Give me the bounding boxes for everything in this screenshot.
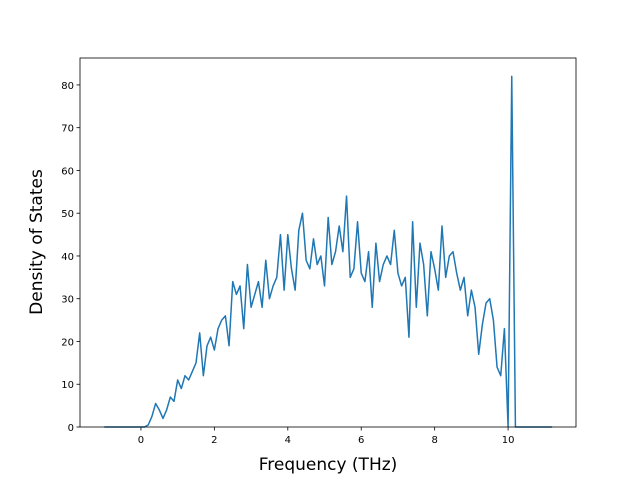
y-axis-label: Density of States <box>27 169 47 315</box>
x-tick-label: 6 <box>358 435 364 446</box>
y-tick-label: 60 <box>61 166 74 177</box>
x-tick-label: 10 <box>502 435 515 446</box>
x-tick-label: 8 <box>431 435 437 446</box>
y-tick-label: 20 <box>61 337 74 348</box>
y-tick-label: 30 <box>61 295 74 306</box>
x-tick-label: 0 <box>138 435 144 446</box>
y-tick-label: 10 <box>61 380 74 391</box>
data-line <box>104 75 553 428</box>
x-axis-label: Frequency (THz) <box>259 455 398 475</box>
plot-frame <box>79 57 577 428</box>
y-tick-label: 50 <box>61 209 74 220</box>
x-tick-label: 2 <box>211 435 217 446</box>
y-tick-label: 40 <box>61 252 74 263</box>
y-tick-label: 0 <box>68 423 74 434</box>
y-tick-label: 70 <box>61 124 74 135</box>
x-tick-label: 4 <box>285 435 291 446</box>
y-tick-label: 80 <box>61 81 74 92</box>
